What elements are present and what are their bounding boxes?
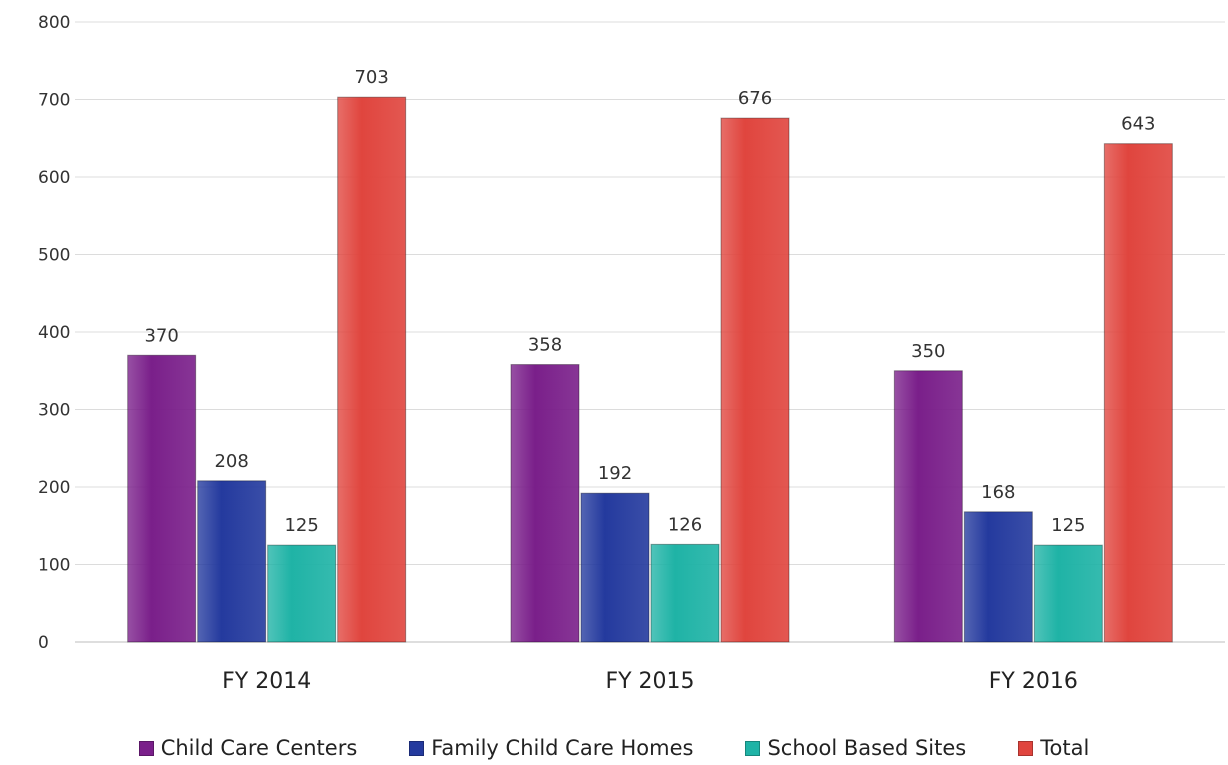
data-label: 168: [981, 482, 1015, 503]
legend-item-family-child-care-homes: Family Child Care Homes: [409, 736, 693, 760]
bar-family-child-care-homes-fy-2016: [963, 511, 1033, 643]
legend: Child Care Centers Family Child Care Hom…: [0, 731, 1228, 765]
y-tick-label: 800: [38, 13, 70, 33]
legend-item-school-based-sites: School Based Sites: [745, 736, 966, 760]
data-label: 350: [911, 341, 945, 362]
data-label: 358: [528, 335, 562, 356]
legend-swatch-child-care-centers: [138, 740, 154, 756]
data-label: 192: [598, 463, 632, 484]
bar-child-care-centers-fy-2015: [510, 364, 580, 643]
gridlines: [75, 21, 1225, 643]
legend-swatch-school-based-sites: [745, 740, 761, 756]
y-tick-label: 0: [38, 633, 49, 653]
data-labels: 370 208 125 703 358 192 126 676 350 168 125 643: [144, 67, 1155, 536]
legend-label-child-care-centers: Child Care Centers: [160, 736, 358, 760]
bars: [127, 96, 1173, 643]
y-tick-label: 500: [38, 246, 70, 266]
bar-total-fy-2015: [720, 117, 790, 643]
bar-school-based-sites-fy-2016: [1033, 544, 1103, 643]
data-label: 126: [668, 514, 702, 535]
data-label: 125: [1051, 515, 1085, 536]
bar-total-fy-2016: [1103, 143, 1173, 643]
data-label: 676: [738, 88, 772, 109]
legend-swatch-family-child-care-homes: [409, 740, 425, 756]
y-axis-tick-labels: 0 100 200 300 400 500 600 700 800: [38, 13, 70, 653]
x-category-label: FY 2016: [989, 669, 1078, 694]
bar-chart: 0 100 200 300 400 500 600 700 800 370 208 125 703 35…: [38, 13, 1225, 694]
bar-school-based-sites-fy-2015: [650, 543, 720, 643]
legend-label-family-child-care-homes: Family Child Care Homes: [431, 736, 694, 760]
y-tick-label: 600: [38, 168, 70, 188]
bar-family-child-care-homes-fy-2014: [197, 480, 267, 643]
legend-label-total: Total: [1040, 736, 1090, 760]
bar-school-based-sites-fy-2014: [267, 544, 337, 643]
y-tick-label: 700: [38, 91, 70, 111]
y-tick-label: 200: [38, 478, 70, 498]
legend-label-school-based-sites: School Based Sites: [767, 736, 967, 760]
legend-item-child-care-centers: Child Care Centers: [138, 736, 358, 760]
bar-total-fy-2014: [337, 96, 407, 643]
x-category-label: FY 2014: [222, 669, 311, 694]
data-label: 208: [214, 451, 248, 472]
bar-child-care-centers-fy-2016: [893, 370, 963, 643]
data-label: 643: [1121, 114, 1155, 135]
x-category-label: FY 2015: [605, 669, 694, 694]
data-label: 125: [284, 515, 318, 536]
legend-swatch-total: [1018, 740, 1034, 756]
legend-item-total: Total: [1018, 736, 1089, 760]
x-axis-category-labels: FY 2014 FY 2015 FY 2016: [222, 669, 1078, 694]
data-label: 703: [354, 67, 388, 88]
y-tick-label: 400: [38, 323, 70, 343]
bar-child-care-centers-fy-2014: [127, 354, 197, 643]
y-tick-label: 300: [38, 401, 70, 421]
y-tick-label: 100: [38, 556, 70, 576]
data-label: 370: [144, 325, 178, 346]
bar-family-child-care-homes-fy-2015: [580, 492, 650, 643]
